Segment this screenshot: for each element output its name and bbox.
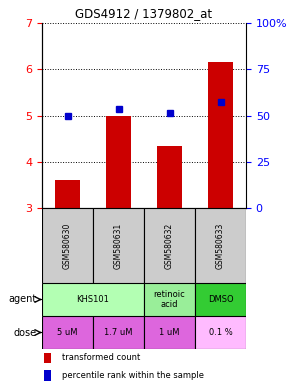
Bar [42, 283, 144, 316]
Text: transformed count: transformed count [62, 353, 141, 362]
Text: DMSO: DMSO [208, 295, 233, 304]
Text: GSM580631: GSM580631 [114, 222, 123, 269]
Bar [195, 316, 246, 349]
Text: KHS101: KHS101 [77, 295, 109, 304]
Bar [208, 62, 233, 208]
Bar [144, 208, 195, 283]
Text: GSM580632: GSM580632 [165, 222, 174, 269]
Bar [144, 316, 195, 349]
Bar [44, 353, 51, 363]
Bar [195, 283, 246, 316]
Bar [106, 116, 131, 208]
Text: 5 uM: 5 uM [57, 328, 78, 337]
Bar [42, 208, 93, 283]
Text: 1.7 uM: 1.7 uM [104, 328, 133, 337]
Text: GSM580633: GSM580633 [216, 222, 225, 269]
Text: 0.1 %: 0.1 % [209, 328, 232, 337]
Text: retinoic
acid: retinoic acid [154, 290, 185, 309]
Text: agent: agent [9, 295, 37, 305]
Text: dose: dose [14, 328, 37, 338]
Text: GSM580630: GSM580630 [63, 222, 72, 269]
Bar [42, 316, 93, 349]
Bar [44, 370, 51, 381]
Title: GDS4912 / 1379802_at: GDS4912 / 1379802_at [75, 7, 213, 20]
Bar [157, 146, 182, 208]
Bar [55, 180, 80, 208]
Bar [93, 208, 144, 283]
Bar [93, 316, 144, 349]
Text: percentile rank within the sample: percentile rank within the sample [62, 371, 204, 380]
Bar [144, 283, 195, 316]
Bar [195, 208, 246, 283]
Text: 1 uM: 1 uM [159, 328, 180, 337]
